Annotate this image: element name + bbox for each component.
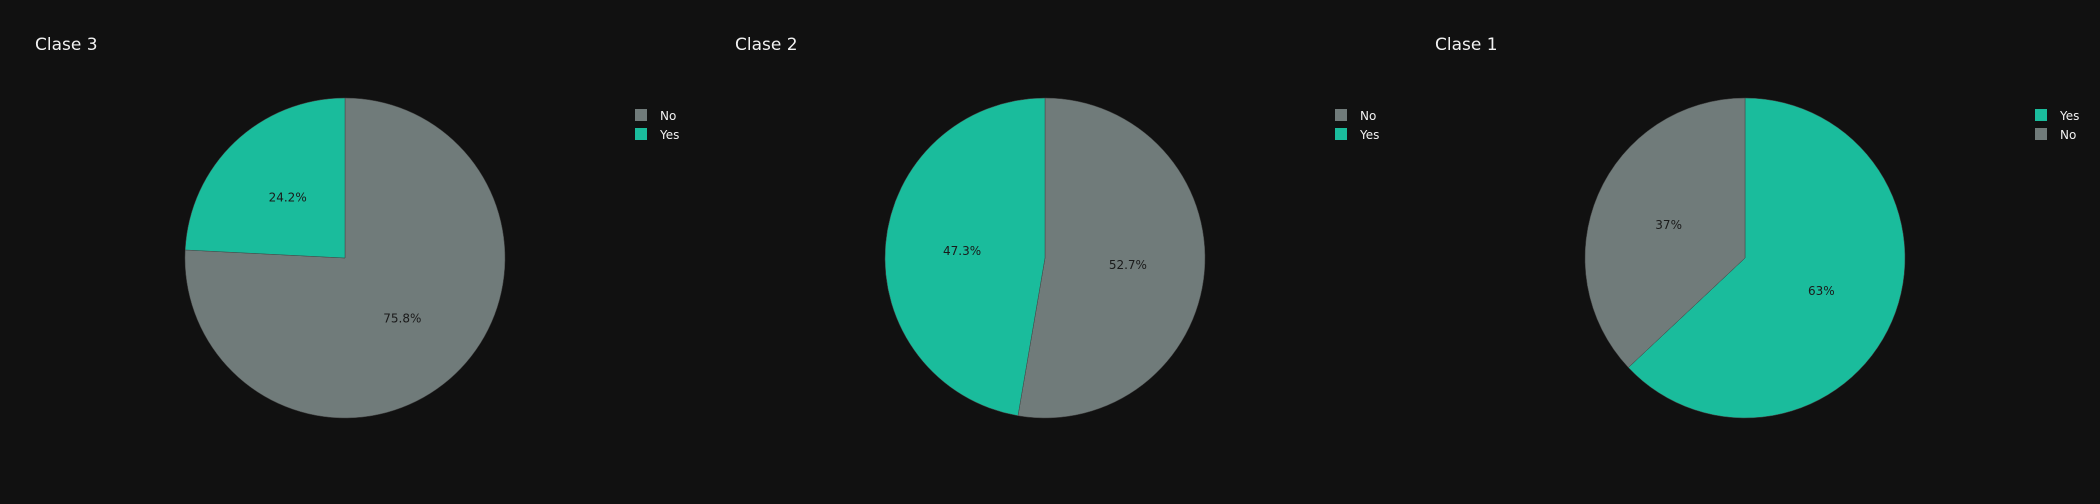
slice-percent-label: 47.3% bbox=[943, 244, 981, 258]
chart-title: Clase 2 bbox=[735, 35, 798, 55]
legend-swatch bbox=[635, 109, 647, 121]
slice-percent-label: 75.8% bbox=[383, 311, 421, 325]
pie-slice-no[interactable] bbox=[1584, 97, 1746, 368]
legend-swatch bbox=[2035, 128, 2047, 140]
legend-item-yes[interactable]: Yes bbox=[2035, 109, 2079, 123]
legend-label: Yes bbox=[1359, 128, 1379, 142]
slice-percent-label: 24.2% bbox=[269, 191, 307, 205]
legend-swatch bbox=[635, 128, 647, 140]
pie-slice-yes[interactable] bbox=[1628, 97, 1906, 419]
legend-item-no[interactable]: No bbox=[635, 109, 676, 123]
pie-chart-2: Clase 2 52.7% 47.3% No Yes bbox=[735, 35, 1379, 419]
legend-item-yes[interactable]: Yes bbox=[1335, 128, 1379, 142]
legend-label: No bbox=[660, 109, 676, 123]
legend-item-yes[interactable]: Yes bbox=[635, 128, 679, 142]
pie-slice-yes[interactable] bbox=[884, 97, 1046, 416]
legend-item-no[interactable]: No bbox=[2035, 128, 2076, 142]
slice-percent-label: 52.7% bbox=[1109, 258, 1147, 272]
slice-percent-label: 37% bbox=[1655, 218, 1682, 232]
chart-title: Clase 3 bbox=[35, 35, 98, 55]
pie-chart-1: Clase 3 75.8% 24.2% No Yes bbox=[35, 35, 679, 419]
legend-label: Yes bbox=[659, 128, 679, 142]
legend-label: No bbox=[1360, 109, 1376, 123]
slice-percent-label: 63% bbox=[1808, 284, 1835, 298]
legend-swatch bbox=[2035, 109, 2047, 121]
legend-label: No bbox=[2060, 128, 2076, 142]
pie-slice-no[interactable] bbox=[1017, 97, 1206, 419]
pie-slice-yes[interactable] bbox=[184, 97, 346, 259]
chart-title: Clase 1 bbox=[1435, 35, 1498, 55]
pie-chart-3: Clase 1 63% 37% Yes No bbox=[1435, 35, 2079, 419]
legend-swatch bbox=[1335, 128, 1347, 140]
legend-item-no[interactable]: No bbox=[1335, 109, 1376, 123]
legend-swatch bbox=[1335, 109, 1347, 121]
legend-label: Yes bbox=[2059, 109, 2079, 123]
